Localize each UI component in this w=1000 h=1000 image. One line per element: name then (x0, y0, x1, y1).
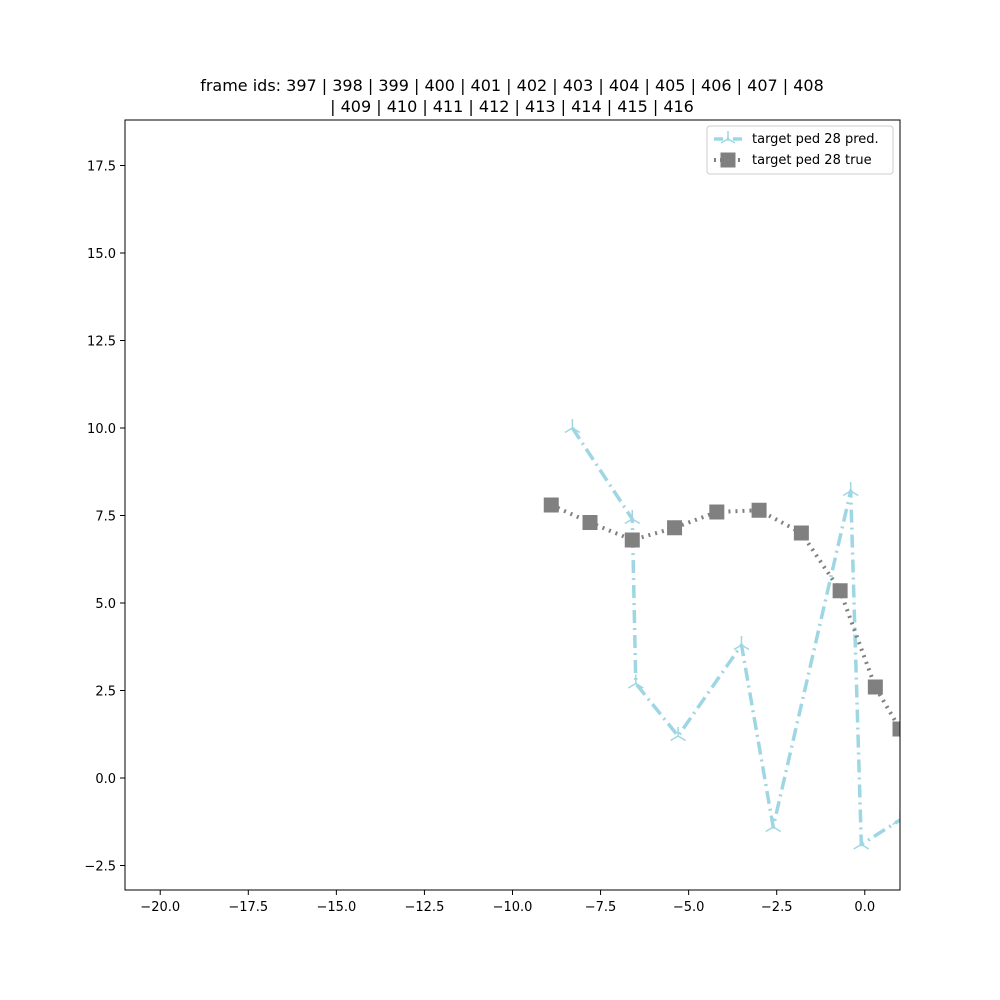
x-tick-label: 0.0 (854, 900, 875, 915)
data-point (624, 532, 640, 548)
y-tick-label: 12.5 (87, 335, 116, 350)
y-tick-label: 10.0 (87, 422, 116, 437)
data-point (853, 835, 870, 850)
data-point (627, 674, 644, 689)
data-point (867, 679, 883, 695)
data-point (751, 502, 767, 518)
plot-frame (124, 119, 901, 891)
y-tick-label: 5.0 (95, 597, 116, 612)
plot-background (125, 120, 900, 890)
data-point (709, 504, 725, 520)
data-point (667, 520, 683, 536)
x-tick-label: −5.0 (673, 900, 705, 915)
series-layer (543, 419, 900, 850)
y-tick-label: 0.0 (95, 772, 116, 787)
x-tick-label: −10.0 (493, 900, 533, 915)
data-point (670, 727, 686, 742)
chart-title-line-1: frame ids: 397 | 398 | 399 | 400 | 401 |… (200, 76, 824, 95)
data-point (793, 525, 809, 541)
data-point (842, 482, 859, 497)
y-tick-label: −2.5 (84, 860, 116, 875)
data-point (543, 497, 559, 513)
y-tick-label: 2.5 (95, 685, 116, 700)
y-tick-label: 7.5 (95, 510, 116, 525)
data-point (624, 510, 641, 525)
data-point (832, 583, 848, 599)
chart-title-line-2: | 409 | 410 | 411 | 412 | 413 | 414 | 41… (330, 97, 694, 116)
data-point (564, 419, 581, 434)
legend: target ped 28 pred. target ped 28 true (706, 125, 894, 175)
y-tick-label: 17.5 (87, 160, 116, 175)
y-tick-label: 15.0 (87, 247, 116, 262)
legend-box (706, 125, 894, 175)
x-tick-label: −12.5 (405, 900, 445, 915)
x-tick-label: −15.0 (316, 900, 356, 915)
x-tick-label: −20.0 (140, 900, 180, 915)
series-1 (543, 497, 900, 737)
data-point (765, 818, 782, 833)
data-point (892, 811, 900, 826)
x-tick-label: −2.5 (761, 900, 793, 915)
data-point (892, 721, 900, 737)
x-tick-label: −17.5 (228, 900, 268, 915)
legend-label-pred: target ped 28 pred. (752, 132, 879, 147)
axis-layer: −20.0 −17.5 −15.0 −12.5 −10.0 −7.5 −5.0 −2.5 0.0… (84, 160, 875, 916)
x-tick-label: −7.5 (585, 900, 617, 915)
legend-label-true: target ped 28 true (752, 153, 872, 168)
legend-swatch-pred-marker (720, 131, 736, 144)
series-0 (564, 419, 900, 850)
data-point (582, 515, 598, 530)
legend-swatch-true-marker (720, 152, 736, 168)
data-point (733, 636, 750, 651)
